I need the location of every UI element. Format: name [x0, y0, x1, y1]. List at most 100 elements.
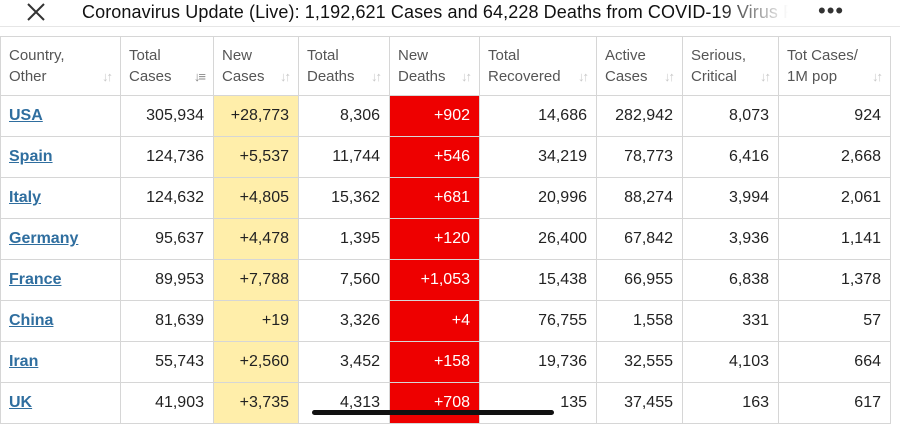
active-cases-cell: 282,942 — [596, 95, 683, 137]
country-link[interactable]: China — [9, 312, 54, 329]
home-indicator[interactable] — [312, 410, 554, 415]
page-title: Coronavirus Update (Live): 1,192,621 Cas… — [82, 2, 788, 23]
country-link[interactable]: UK — [9, 394, 33, 411]
active-cases-cell: 32,555 — [596, 341, 683, 383]
title-bar: Coronavirus Update (Live): 1,192,621 Cas… — [0, 0, 900, 27]
country-cell: France — [0, 259, 121, 301]
country-cell: Germany — [0, 218, 121, 260]
total-cases-cell: 41,903 — [120, 382, 214, 424]
column-header-active-cases[interactable]: Active Cases ↓↑ — [596, 36, 683, 96]
table-row: Iran 55,743 +2,560 3,452 +158 19,736 32,555 4,1… — [0, 341, 891, 383]
sort-icon[interactable]: ↓↑ — [102, 69, 113, 84]
country-link[interactable]: Italy — [9, 189, 42, 206]
active-cases-cell: 67,842 — [596, 218, 683, 260]
sort-icon[interactable]: ↓↑ — [664, 69, 675, 84]
country-link[interactable]: France — [9, 271, 62, 288]
serious-critical-cell: 163 — [682, 382, 779, 424]
total-recovered-cell: 15,438 — [479, 259, 597, 301]
column-header-total-deaths[interactable]: Total Deaths ↓↑ — [298, 36, 390, 96]
covid-stats-table: Country, Other ↓↑ Total Cases ↓≡ New Cases ↓↑ … — [0, 36, 891, 424]
total-cases-cell: 81,639 — [120, 300, 214, 342]
total-cases-cell: 124,632 — [120, 177, 214, 219]
sort-icon[interactable]: ↓↑ — [371, 69, 382, 84]
total-deaths-cell: 7,560 — [298, 259, 390, 301]
new-cases-cell: +5,537 — [213, 136, 299, 178]
table-row: France 89,953 +7,788 7,560 +1,053 15,438 66,95… — [0, 259, 891, 301]
sort-icon[interactable]: ↓↑ — [760, 69, 771, 84]
new-deaths-cell: +120 — [389, 218, 480, 260]
country-cell: USA — [0, 95, 121, 137]
total-recovered-cell: 20,996 — [479, 177, 597, 219]
cases-per-million-cell: 57 — [778, 300, 891, 342]
cases-per-million-cell: 2,668 — [778, 136, 891, 178]
total-cases-cell: 124,736 — [120, 136, 214, 178]
close-icon[interactable] — [24, 0, 48, 24]
total-deaths-cell: 8,306 — [298, 95, 390, 137]
active-cases-cell: 37,455 — [596, 382, 683, 424]
header-row: Country, Other ↓↑ Total Cases ↓≡ New Cases ↓↑ … — [0, 36, 891, 96]
total-deaths-cell: 3,326 — [298, 300, 390, 342]
new-cases-cell: +7,788 — [213, 259, 299, 301]
new-cases-cell: +4,478 — [213, 218, 299, 260]
serious-critical-cell: 331 — [682, 300, 779, 342]
total-recovered-cell: 26,400 — [479, 218, 597, 260]
total-deaths-cell: 4,313 — [298, 382, 390, 424]
total-recovered-cell: 76,755 — [479, 300, 597, 342]
new-cases-cell: +19 — [213, 300, 299, 342]
cases-per-million-cell: 2,061 — [778, 177, 891, 219]
total-deaths-cell: 1,395 — [298, 218, 390, 260]
new-cases-cell: +28,773 — [213, 95, 299, 137]
sort-desc-icon[interactable]: ↓≡ — [193, 69, 206, 84]
total-cases-cell: 95,637 — [120, 218, 214, 260]
cases-per-million-cell: 617 — [778, 382, 891, 424]
column-header-new-deaths[interactable]: New Deaths ↓↑ — [389, 36, 480, 96]
active-cases-cell: 78,773 — [596, 136, 683, 178]
total-cases-cell: 305,934 — [120, 95, 214, 137]
country-link[interactable]: Spain — [9, 148, 53, 165]
new-deaths-cell: +4 — [389, 300, 480, 342]
country-link[interactable]: USA — [9, 107, 43, 124]
column-header-total-recovered[interactable]: Total Recovered ↓↑ — [479, 36, 597, 96]
sort-icon[interactable]: ↓↑ — [461, 69, 472, 84]
cases-per-million-cell: 664 — [778, 341, 891, 383]
table-row: Spain 124,736 +5,537 11,744 +546 34,219 78,773… — [0, 136, 891, 178]
title-fade — [718, 2, 788, 23]
total-cases-cell: 89,953 — [120, 259, 214, 301]
cases-per-million-cell: 1,378 — [778, 259, 891, 301]
serious-critical-cell: 3,994 — [682, 177, 779, 219]
column-header-country[interactable]: Country, Other ↓↑ — [0, 36, 121, 96]
serious-critical-cell: 6,838 — [682, 259, 779, 301]
sort-icon[interactable]: ↓↑ — [872, 69, 883, 84]
total-deaths-cell: 11,744 — [298, 136, 390, 178]
total-deaths-cell: 3,452 — [298, 341, 390, 383]
column-header-total-cases[interactable]: Total Cases ↓≡ — [120, 36, 214, 96]
active-cases-cell: 88,274 — [596, 177, 683, 219]
active-cases-cell: 1,558 — [596, 300, 683, 342]
country-link[interactable]: Germany — [9, 230, 79, 247]
table-row: UK 41,903 +3,735 4,313 +708 135 37,455 163 617 — [0, 382, 891, 424]
total-recovered-cell: 14,686 — [479, 95, 597, 137]
total-cases-cell: 55,743 — [120, 341, 214, 383]
sort-icon[interactable]: ↓↑ — [578, 69, 589, 84]
table-row: China 81,639 +19 3,326 +4 76,755 1,558 331 57 — [0, 300, 891, 342]
new-deaths-cell: +902 — [389, 95, 480, 137]
table-row: Italy 124,632 +4,805 15,362 +681 20,996 88,274… — [0, 177, 891, 219]
new-deaths-cell: +681 — [389, 177, 480, 219]
country-cell: China — [0, 300, 121, 342]
cases-per-million-cell: 1,141 — [778, 218, 891, 260]
country-cell: Spain — [0, 136, 121, 178]
column-header-new-cases[interactable]: New Cases ↓↑ — [213, 36, 299, 96]
active-cases-cell: 66,955 — [596, 259, 683, 301]
column-header-serious-critical[interactable]: Serious, Critical ↓↑ — [682, 36, 779, 96]
country-cell: Italy — [0, 177, 121, 219]
table-body: USA 305,934 +28,773 8,306 +902 14,686 282,942 8… — [0, 95, 891, 424]
new-deaths-cell: +708 — [389, 382, 480, 424]
serious-critical-cell: 4,103 — [682, 341, 779, 383]
country-link[interactable]: Iran — [9, 353, 39, 370]
column-header-cases-per-million[interactable]: Tot Cases/1M pop ↓↑ — [778, 36, 891, 96]
country-cell: UK — [0, 382, 121, 424]
total-recovered-cell: 34,219 — [479, 136, 597, 178]
new-cases-cell: +4,805 — [213, 177, 299, 219]
sort-icon[interactable]: ↓↑ — [280, 69, 291, 84]
more-options-icon[interactable]: ••• — [818, 0, 845, 23]
